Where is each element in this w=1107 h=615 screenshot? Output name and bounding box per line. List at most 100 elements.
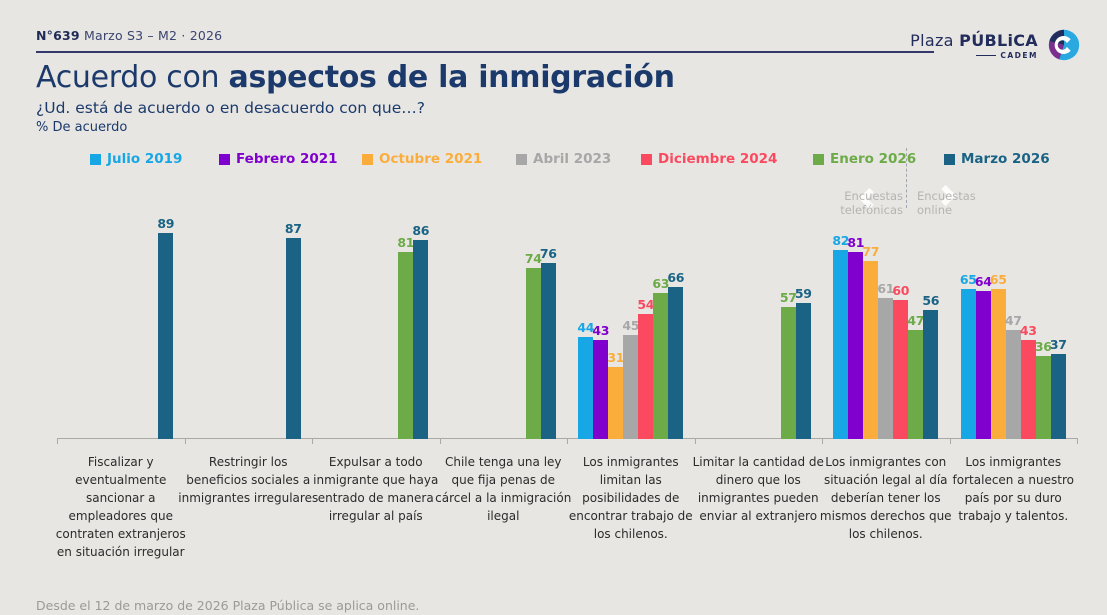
bar-enero-2026	[1035, 355, 1051, 439]
axis-tick	[694, 438, 696, 444]
category-label: Los inmigrantes con situación legal al d…	[819, 455, 952, 541]
legend-label: Abril 2023	[533, 151, 612, 167]
bar-value-label: 47	[1004, 313, 1022, 329]
bar-abril-2023	[1005, 330, 1021, 439]
bar-julio-2019	[578, 337, 594, 439]
header-rule	[36, 51, 934, 53]
bar-marzo-2026	[923, 309, 939, 439]
bar-diciembre-2024	[1020, 339, 1036, 439]
legend-label: Octubre 2021	[379, 151, 483, 167]
bar-value-label: 82	[832, 232, 850, 248]
page-title-regular: Acuerdo con	[36, 60, 229, 95]
brand-text: Plaza PÚBLiCA CADEM	[910, 31, 1038, 60]
bar-value-label: 37	[1049, 336, 1067, 352]
page-title: Acuerdo con aspectos de la inmigración	[36, 60, 675, 95]
category-label: Chile tenga una ley que fija penas de cá…	[435, 455, 572, 523]
mode-divider	[906, 148, 907, 208]
category-label: Fiscalizar y eventualmente sancionar a e…	[55, 455, 186, 559]
bar-diciembre-2024	[638, 314, 654, 439]
bar-value-label: 65	[959, 271, 977, 287]
legend-item-enero-2026: Enero 2026	[813, 151, 916, 167]
bar-value-label: 57	[779, 290, 797, 306]
legend-swatch	[516, 153, 527, 165]
bar-value-label: 47	[907, 313, 925, 329]
page-title-bold: aspectos de la inmigración	[228, 60, 675, 95]
bar-marzo-2026	[668, 286, 684, 439]
bar-value-label: 54	[637, 297, 655, 313]
bar-value-label: 56	[922, 292, 940, 308]
bar-value-label: 74	[524, 251, 542, 267]
legend-item-marzo-2026: Marzo 2026	[944, 151, 1050, 167]
category-label: Expulsar a todo inmigrante que haya entr…	[313, 455, 439, 523]
subtitle: ¿Ud. está de acuerdo o en desacuerdo con…	[36, 99, 425, 117]
bar-marzo-2026	[540, 263, 556, 439]
note-line: Encuestas	[917, 189, 976, 203]
brand-subtext: CADEM	[976, 51, 1038, 60]
legend-label: Marzo 2026	[961, 151, 1050, 167]
bar-value-label: 44	[577, 320, 595, 336]
bar-value-label: 64	[974, 274, 992, 290]
bar-julio-2019	[833, 249, 849, 439]
legend-item-abril-2023: Abril 2023	[516, 151, 611, 167]
legend-swatch	[90, 153, 101, 165]
note-line: online	[917, 203, 953, 217]
note-line: telefónicas	[840, 203, 903, 217]
bar-value-label: 86	[412, 223, 430, 239]
bar-value-label: 60	[892, 283, 910, 299]
bar-value-label: 81	[397, 234, 415, 250]
legend-item-febrero-2021: Febrero 2021	[219, 151, 338, 167]
note-line: Encuestas	[844, 189, 903, 203]
unit-label: % De acuerdo	[36, 120, 128, 135]
bar-octubre-2021	[863, 261, 879, 439]
legend-label: Febrero 2021	[236, 151, 338, 167]
bar-value-label: 89	[157, 216, 175, 232]
note-encuestas-online: Encuestas online	[917, 189, 976, 217]
issue-number: N°639	[36, 28, 80, 43]
axis-tick	[1077, 438, 1078, 444]
bar-febrero-2021	[975, 291, 991, 439]
bar-enero-2026	[525, 268, 541, 439]
bar-enero-2026	[780, 307, 796, 439]
axis-tick	[949, 438, 951, 444]
bar-febrero-2021	[848, 251, 864, 439]
bar-marzo-2026	[158, 233, 174, 439]
bar-marzo-2026	[1050, 353, 1066, 439]
axis-tick	[439, 438, 441, 444]
bar-value-label: 63	[652, 276, 670, 292]
bar-febrero-2021	[593, 339, 609, 439]
category-label: Los inmigrantes limitan las posibilidade…	[568, 455, 693, 541]
bar-abril-2023	[623, 335, 639, 439]
bar-value-label: 65	[989, 271, 1007, 287]
bar-marzo-2026	[413, 240, 429, 439]
brand-name-regular: Plaza	[910, 30, 960, 50]
axis-tick	[312, 438, 313, 444]
issue-line: N°639 Marzo S3 – M2 · 2026	[36, 28, 222, 43]
cadem-logo-icon	[1045, 26, 1083, 64]
bar-marzo-2026	[795, 302, 811, 439]
brand-name-bold: PÚBLiCA	[959, 30, 1038, 50]
brand-name: Plaza PÚBLiCA	[910, 31, 1038, 50]
category-label: Restringir los beneficios sociales a inm…	[178, 455, 319, 505]
axis-tick	[184, 438, 186, 444]
bar-julio-2019	[960, 288, 976, 439]
bar-enero-2026	[908, 330, 924, 439]
bar-value-label: 31	[607, 350, 625, 366]
legend-swatch	[813, 153, 824, 165]
legend-swatch	[219, 153, 230, 165]
legend-label: Julio 2019	[107, 151, 183, 167]
bar-value-label: 43	[1019, 322, 1037, 338]
bar-value-label: 59	[794, 285, 812, 301]
bar-marzo-2026	[285, 238, 301, 439]
brand-dash	[976, 54, 997, 56]
note-encuestas-telefonicas: Encuestas telefónicas	[840, 189, 903, 217]
brand-logo: Plaza PÚBLiCA CADEM	[910, 26, 1083, 64]
bar-octubre-2021	[990, 288, 1006, 439]
bar-value-label: 61	[877, 281, 895, 297]
category-label: Los inmigrantes fortalecen a nuestro paí…	[952, 455, 1074, 523]
bar-value-label: 81	[847, 234, 865, 250]
legend-swatch	[362, 153, 373, 165]
bar-value-label: 36	[1034, 338, 1052, 354]
bar-abril-2023	[878, 298, 894, 439]
